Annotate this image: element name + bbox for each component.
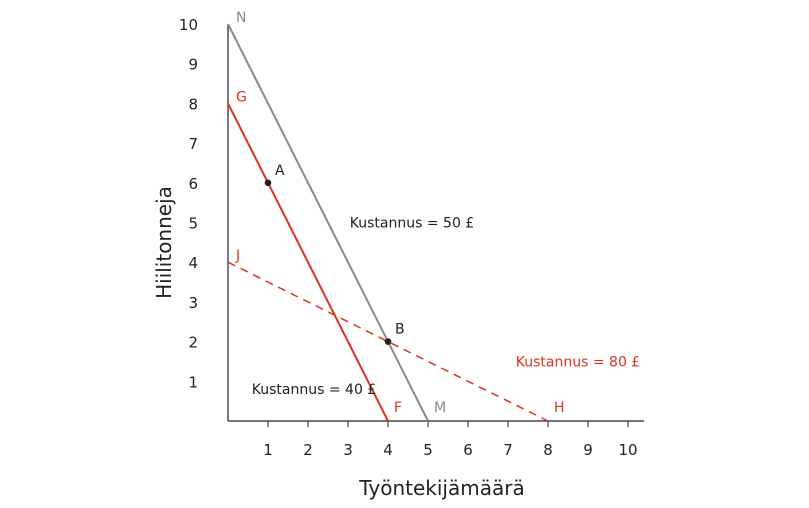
x-tick-label: 4 [383,441,393,459]
x-tick-label: 8 [543,441,553,459]
series-start-label: J [235,248,240,264]
y-tick-label: 10 [179,16,198,34]
series-start-label: G [236,89,247,105]
x-tick-label: 1 [263,441,273,459]
axes: 1 2 3 4 5 6 7 8 9 10 1 2 3 4 5 6 7 8 9 10 [179,16,644,459]
x-tick-label: 10 [618,441,637,459]
series-start-label: N [236,10,246,26]
series-end-label: M [434,400,446,416]
y-tick-label: 1 [188,373,198,391]
x-tick-label: 3 [343,441,353,459]
series-line [227,23,429,422]
y-tick-label: 4 [188,254,198,272]
series-name-label: Kustannus = 50 £ [350,216,474,232]
point-label: A [275,163,285,179]
y-tick-label: 2 [188,334,198,352]
point-marker [264,179,272,187]
series-lines [227,23,549,422]
series-end-label: H [554,400,565,416]
y-tick-label: 3 [188,294,198,312]
y-tick-label: 8 [188,95,198,113]
point-label: B [395,322,405,338]
series-name-label: Kustannus = 80 £ [516,354,640,370]
x-tick-label: 7 [503,441,513,459]
y-axis-title: Hiilitonneja [152,186,176,299]
series-labels: N M Kustannus = 50 £ G F Kustannus = 40 £ J H Ku… [235,10,640,416]
y-tick-label: 6 [188,175,198,193]
series-end-label: F [394,400,402,416]
y-tick-label: 7 [188,135,198,153]
x-tick-label: 6 [463,441,473,459]
x-axis-title: Työntekijämäärä [358,476,524,500]
x-tick-label: 5 [423,441,433,459]
y-tick-label: 5 [188,215,198,233]
x-tick-label: 2 [303,441,313,459]
x-tick-label: 9 [583,441,593,459]
points: AB [264,163,405,345]
series-line [227,102,389,422]
series-line [227,261,549,422]
point-marker [384,338,392,345]
y-tick-label: 9 [188,56,198,74]
series-name-label: Kustannus = 40 £ [252,382,376,398]
